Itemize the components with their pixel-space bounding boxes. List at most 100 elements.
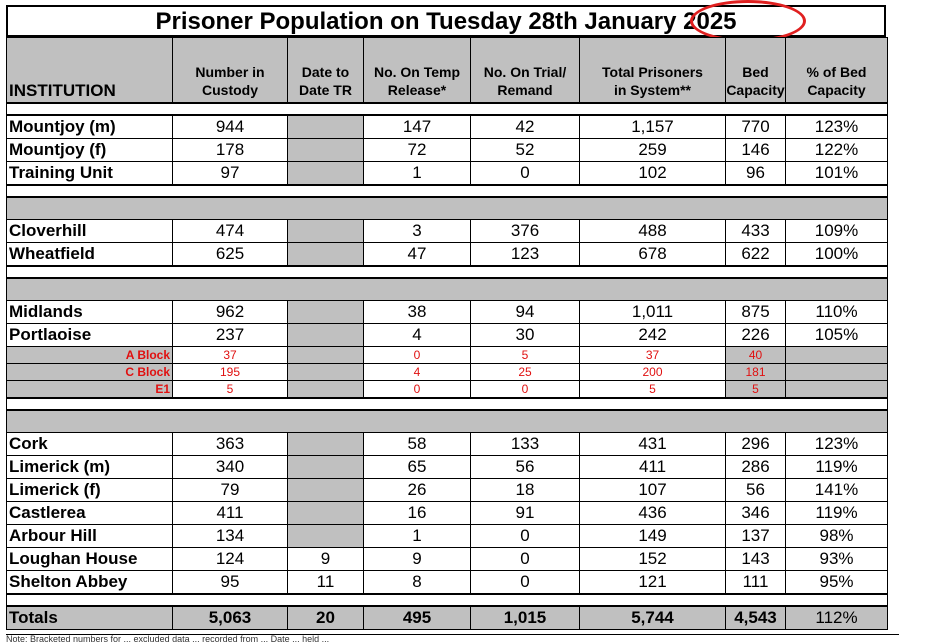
cell-pct: 123% [785,114,888,139]
cell-total: 678 [579,242,726,267]
cell-pct: 93% [785,547,888,571]
table-row: Cloverhill 474 3 376 488 433 109% [6,219,888,243]
cell-pct: 95% [785,570,888,595]
cell-bed: 56 [725,478,786,502]
institution-name: Limerick (f) [6,478,173,502]
cell-custody: 195 [172,363,288,381]
cell-total: 242 [579,323,726,347]
cell-temp: 3 [363,219,471,243]
cell-custody: 95 [172,570,288,595]
cell-date-tr [287,478,364,502]
cell-temp: 72 [363,138,471,162]
table-row: Portlaoise 237 4 30 242 226 105% [6,323,888,347]
cell-temp: 8 [363,570,471,595]
cell-custody: 363 [172,432,288,456]
cell-date-tr [287,432,364,456]
cell-total: 259 [579,138,726,162]
table-row: Midlands 962 38 94 1,011 875 110% [6,300,888,324]
institution-name: Portlaoise [6,323,173,347]
cell-temp: 47 [363,242,471,267]
footer-rule [6,634,899,635]
cell-bed: 40 [725,346,786,364]
cell-date-tr [287,346,364,364]
cell-pct [785,380,888,399]
gray-separator-row-cell [6,409,888,433]
cell-temp: 1 [363,161,471,186]
block-name: C Block [6,363,173,381]
cell-trial: 0 [470,524,580,548]
gray-separator-row [6,277,888,301]
gray-separator-row-cell [6,277,888,301]
institution-name: Shelton Abbey [6,570,173,595]
cell-pct: 122% [785,138,888,162]
cell-temp: 147 [363,114,471,139]
total-custody: 5,063 [172,605,288,630]
block-row: C Block 195 4 25 200 181 [6,363,888,381]
cell-trial: 30 [470,323,580,347]
cell-trial: 25 [470,363,580,381]
total-bed: 4,543 [725,605,786,630]
cell-custody: 178 [172,138,288,162]
cell-pct: 110% [785,300,888,324]
gray-separator-row [6,196,888,220]
cell-trial: 52 [470,138,580,162]
cell-total: 102 [579,161,726,186]
cell-total: 200 [579,363,726,381]
table-row: Loughan House 124 9 9 0 152 143 93% [6,547,888,571]
institution-name: Wheatfield [6,242,173,267]
cell-pct: 123% [785,432,888,456]
institution-name: Midlands [6,300,173,324]
institution-name: Mountjoy (m) [6,114,173,139]
institution-name: Cork [6,432,173,456]
footnote: Note: Bracketed numbers for ... excluded… [6,634,330,644]
table-row: Limerick (f) 79 26 18 107 56 141% [6,478,888,502]
cell-total: 5 [579,380,726,399]
cell-date-tr [287,114,364,139]
cell-trial: 0 [470,547,580,571]
table-row: Shelton Abbey 95 11 8 0 121 111 95% [6,570,888,595]
cell-bed: 875 [725,300,786,324]
cell-custody: 37 [172,346,288,364]
cell-total: 488 [579,219,726,243]
cell-pct: 98% [785,524,888,548]
institution-name: Arbour Hill [6,524,173,548]
cell-total: 121 [579,570,726,595]
cell-bed: 111 [725,570,786,595]
cell-bed: 770 [725,114,786,139]
table-row: Limerick (m) 340 65 56 411 286 119% [6,455,888,479]
total-pct: 112% [785,605,888,630]
cell-date-tr [287,323,364,347]
block-name: A Block [6,346,173,364]
separator-row [6,184,888,198]
separator-row [6,265,888,279]
header-custody: Number in Custody [172,37,288,104]
totals-row: Totals 5,063 20 495 1,015 5,744 4,543 112% [6,605,888,630]
cell-pct: 141% [785,478,888,502]
header-pct-capacity: % of Bed Capacity [785,37,888,104]
cell-trial: 91 [470,501,580,525]
cell-total: 152 [579,547,726,571]
cell-trial: 0 [470,380,580,399]
separator-row [6,102,888,116]
cell-custody: 474 [172,219,288,243]
cell-date-tr [287,242,364,267]
cell-custody: 625 [172,242,288,267]
separator-row-cell [6,102,888,116]
header-total-prisoners: Total Prisoners in System** [579,37,726,104]
cell-total: 37 [579,346,726,364]
cell-bed: 137 [725,524,786,548]
red-circle-annotation [690,0,806,42]
gray-separator-row [6,409,888,433]
header-trial-remand: No. On Trial/Remand [470,37,580,104]
cell-date-tr [287,363,364,381]
cell-temp: 38 [363,300,471,324]
total-total: 5,744 [579,605,726,630]
cell-trial: 123 [470,242,580,267]
cell-trial: 0 [470,570,580,595]
cell-trial: 42 [470,114,580,139]
cell-trial: 56 [470,455,580,479]
cell-total: 107 [579,478,726,502]
header-bed-capacity: Bed Capacity [725,37,786,104]
cell-bed: 346 [725,501,786,525]
separator-row-cell [6,397,888,411]
